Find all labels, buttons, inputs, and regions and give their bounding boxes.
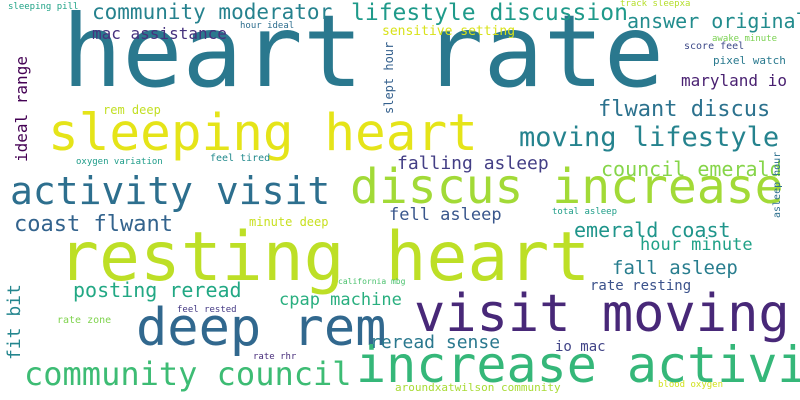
word-sleeping-pill: sleeping pill: [8, 2, 79, 12]
word-reread-sense: reread sense: [370, 332, 501, 353]
word-fall-asleep: fall asleep: [612, 257, 738, 279]
word-fit-bit: fit bit: [4, 284, 25, 360]
word-feel-tired: feel tired: [210, 153, 271, 164]
word-moving-lifestyle: moving lifestyle: [519, 122, 780, 153]
word-rate-rhr: rate rhr: [253, 352, 297, 362]
word-track-sleepxa: track sleepxa: [620, 0, 691, 9]
word-sleeping-heart: sleeping heart: [48, 104, 478, 163]
word-awake-minute: awake minute: [712, 34, 778, 44]
word-hour-minute: hour minute: [640, 235, 753, 255]
word-io-mac: io mac: [555, 339, 606, 355]
word-flwant-discus: flwant discus: [598, 97, 771, 122]
word-cpap-machine: cpap machine: [279, 290, 402, 310]
word-council-emerald: council emerald: [601, 157, 782, 181]
word-hour-ideal: hour ideal: [240, 21, 295, 31]
word-coast-flwant: coast flwant: [14, 212, 173, 237]
word-rem-deep: rem deep: [103, 103, 161, 117]
word-feel-rested: feel rested: [177, 305, 237, 315]
word-resting-heart: resting heart: [58, 218, 591, 297]
word-aroundxatwilson-community: aroundxatwilson community: [395, 381, 561, 394]
word-asleep-hour: asleep hour: [772, 151, 783, 218]
word-lifestyle-discussion: lifestyle discussion: [351, 0, 628, 26]
word-deep-rem: deep rem: [136, 298, 387, 358]
word-california-mbg: california mbg: [338, 277, 406, 286]
word-rate-zone: rate zone: [57, 315, 112, 326]
word-score-feel: score feel: [684, 41, 745, 52]
word-slept-hour: slept hour: [382, 41, 396, 114]
word-minute-deep: minute deep: [249, 215, 329, 229]
word-activity-visit: activity visit: [10, 169, 331, 213]
word-discus-increase: discus increase: [350, 159, 784, 215]
word-maryland-io: maryland io: [681, 71, 787, 90]
word-answer-original: answer original: [627, 9, 800, 33]
word-oxygen-variation: oxygen variation: [76, 157, 163, 167]
word-emerald-coast: emerald coast: [574, 218, 731, 242]
word-heart-rate: heart rate: [62, 0, 665, 110]
word-increase-activity: increase activity: [356, 336, 800, 394]
word-community-moderator: community moderator: [92, 0, 333, 24]
word-visit-moving: visit moving: [414, 284, 790, 344]
word-ideal-range: ideal range: [12, 56, 31, 162]
word-falling-asleep: falling asleep: [397, 153, 549, 174]
word-pixel-watch: pixel watch: [713, 54, 786, 67]
word-blood-oxygen: blood oxygen: [658, 380, 724, 390]
word-sensitive-setting: sensitive setting: [382, 24, 516, 39]
word-mac-assistance: mac assistance: [92, 24, 227, 43]
word-rate-resting: rate resting: [590, 278, 692, 294]
word-total-asleep: total asleep: [552, 207, 618, 217]
word-fell-asleep: fell asleep: [389, 205, 502, 225]
word-community-council: community council: [24, 355, 352, 393]
word-posting-reread: posting reread: [73, 278, 242, 302]
